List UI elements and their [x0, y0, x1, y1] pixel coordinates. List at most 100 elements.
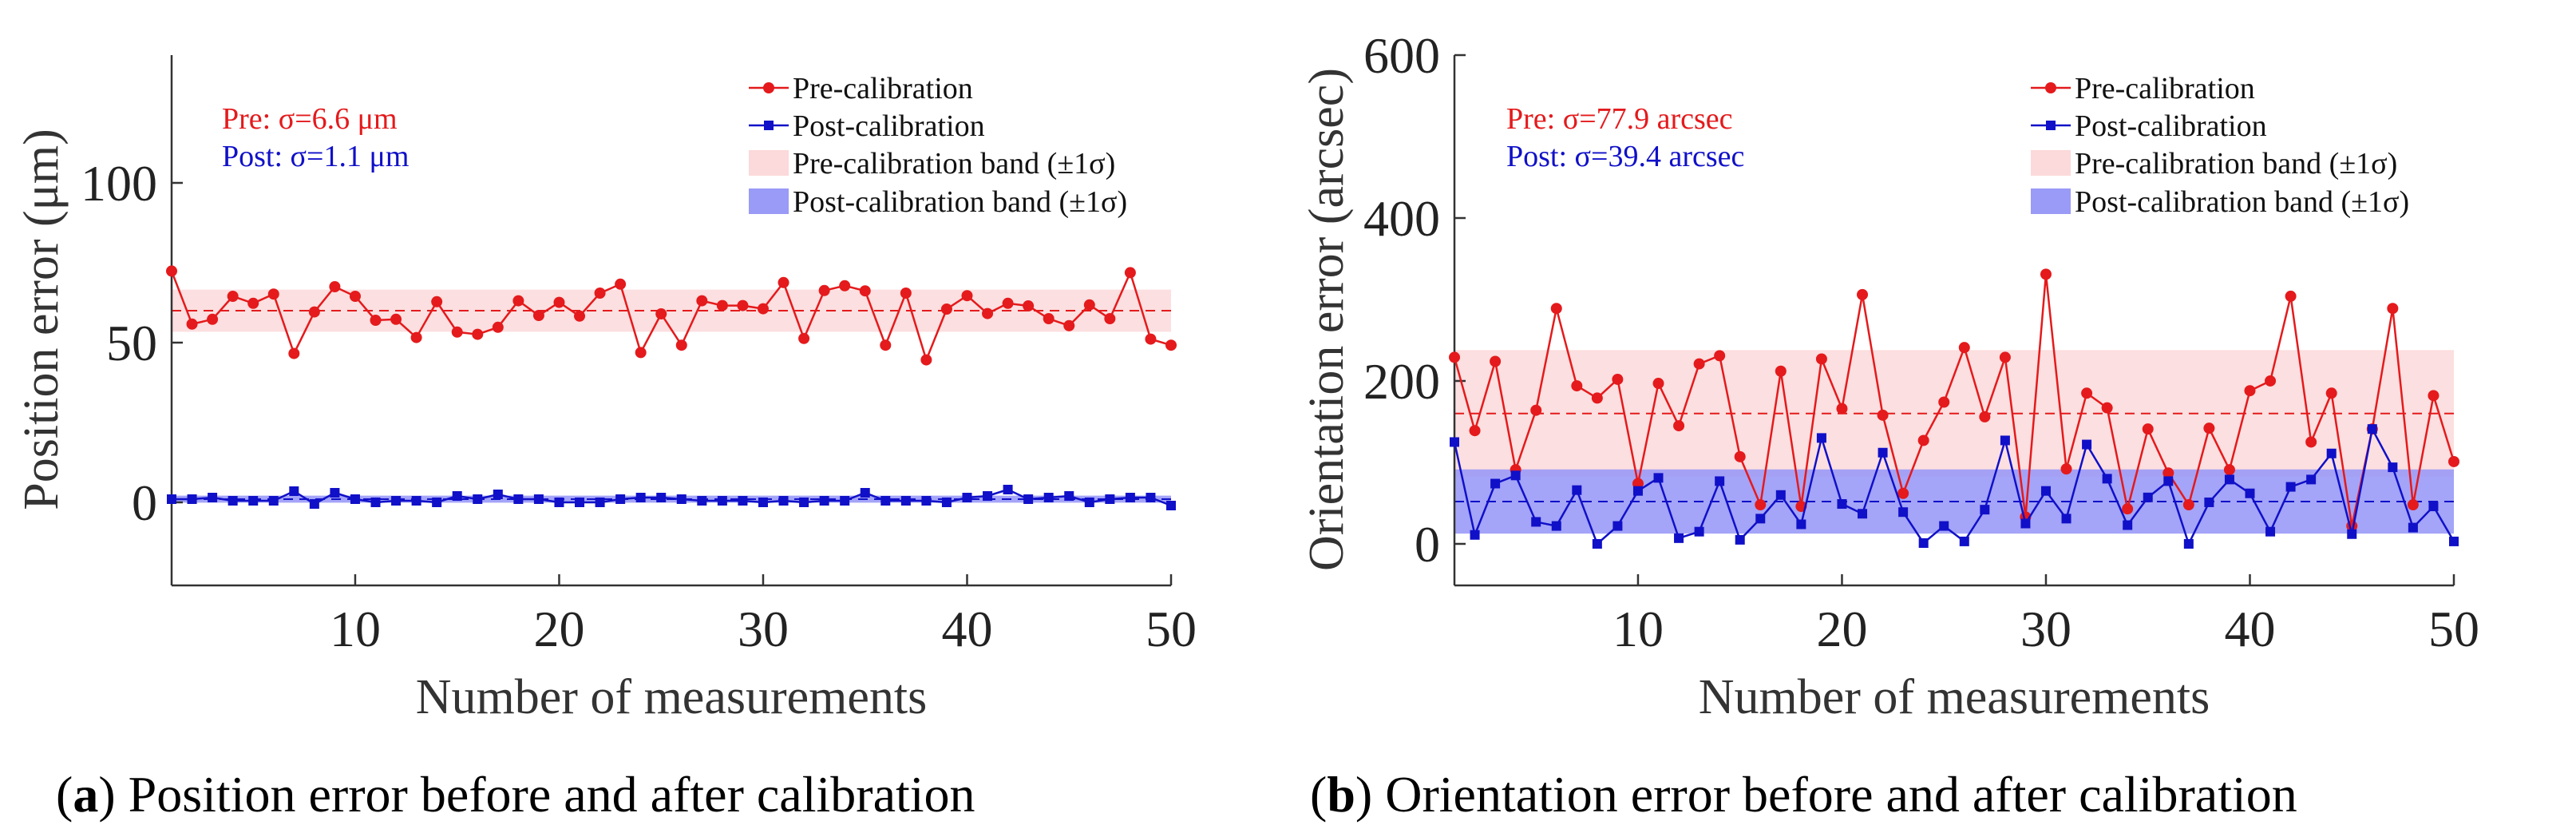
post-sigma-annotation: Post: σ=1.1 μm: [222, 140, 409, 173]
post-calibration-point: [1470, 530, 1480, 540]
pre-calibration-point: [1449, 351, 1460, 363]
pre-calibration-point: [1652, 378, 1664, 390]
legend-entry: Post-calibration: [2075, 109, 2267, 143]
post-calibration-point: [738, 496, 748, 506]
pre-calibration-point: [2305, 436, 2317, 448]
post-calibration-point: [2040, 486, 2051, 496]
post-calibration-point: [941, 498, 952, 507]
x-tick-label: 10: [1612, 601, 1664, 657]
pre-calibration-point: [492, 321, 504, 333]
post-calibration-point: [1715, 476, 1725, 486]
pre-calibration-point: [982, 307, 994, 319]
y-tick-label: 400: [1363, 190, 1440, 247]
pre-calibration-point: [574, 310, 586, 322]
post-calibration-point: [575, 498, 585, 507]
y-tick-label: 200: [1363, 353, 1440, 410]
post-calibration-point: [1775, 490, 1786, 500]
post-calibration-point: [1918, 537, 1929, 548]
pre-calibration-point: [2203, 422, 2215, 434]
x-tick-label: 20: [533, 601, 584, 657]
post-calibration-point: [167, 494, 176, 504]
post-calibration-point: [1878, 447, 1888, 458]
post-calibration-point: [880, 496, 891, 506]
post-calibration-point: [2367, 424, 2377, 434]
pre-calibration-point: [2182, 499, 2194, 511]
legend-entry: Post-calibration band (±1σ): [793, 185, 1127, 219]
pre-calibration-point: [2407, 499, 2419, 511]
pre-calibration-point: [2387, 303, 2399, 315]
post-calibration-point: [1612, 521, 1623, 531]
pre-calibration-point: [1145, 333, 1157, 345]
post-calibration-point: [187, 494, 197, 504]
post-calibration-point: [2265, 526, 2276, 537]
pre-calibration-point: [615, 278, 627, 290]
pre-calibration-point: [655, 308, 667, 319]
pre-calibration-point: [2448, 455, 2459, 467]
pre-calibration-point: [798, 332, 810, 344]
post-calibration-point: [309, 499, 319, 509]
post-calibration-point: [473, 494, 483, 504]
pre-calibration-point: [940, 303, 952, 315]
legend-entry: Pre-calibration band (±1σ): [2075, 147, 2397, 180]
post-calibration-point: [432, 498, 442, 507]
post-calibration-point: [2143, 492, 2153, 502]
post-calibration-point: [2408, 522, 2418, 533]
pre-calibration-point: [166, 265, 177, 277]
post-calibration-point: [1490, 478, 1501, 489]
pre-calibration-point: [1530, 404, 1542, 416]
pre-calibration-point: [2122, 503, 2134, 515]
pre-calibration-point: [2142, 423, 2154, 435]
post-calibration-point: [1572, 485, 1582, 495]
legend-entry: Post-calibration: [793, 109, 985, 143]
post-calibration-point: [554, 498, 564, 507]
pre-calibration-point: [818, 284, 830, 296]
pre-calibration-point: [1612, 373, 1624, 385]
post-calibration-point: [1125, 493, 1135, 502]
post-calibration-point: [1653, 473, 1664, 483]
legend-entry: Post-calibration band (±1σ): [2075, 185, 2409, 219]
post-calibration-point: [2245, 488, 2255, 498]
y-axis-label: Orientation error (arcsec): [1300, 68, 1354, 571]
pre-calibration-point: [1734, 450, 1746, 462]
pre-calibration-point: [1550, 303, 1562, 315]
post-calibration-point: [840, 496, 850, 506]
pre-calibration-point: [2265, 375, 2277, 387]
x-tick-label: 50: [1146, 601, 1197, 657]
y-tick-label: 50: [106, 315, 157, 371]
post-calibration-point: [1858, 509, 1868, 519]
post-calibration-point: [2123, 520, 2133, 530]
post-calibration-point: [1023, 494, 1034, 504]
post-calibration-point: [1939, 521, 1949, 531]
post-calibration-point: [1166, 501, 1176, 510]
pre-calibration-point: [737, 299, 749, 311]
post-calibration-point: [2306, 474, 2317, 485]
caption-text: Orientation error before and after calib…: [1385, 766, 2297, 823]
pre-calibration-point: [1897, 487, 1909, 499]
pre-calibration-point: [532, 310, 544, 321]
post-calibration-point: [2183, 538, 2194, 549]
post-calibration-point: [1816, 433, 1826, 443]
x-tick-label: 40: [941, 601, 992, 657]
post-calibration-point: [370, 498, 381, 507]
pre-calibration-point: [451, 326, 463, 338]
pre-calibration-point: [716, 299, 728, 311]
post-calibration-point: [411, 496, 421, 506]
pre-calibration-point: [594, 288, 606, 299]
pre-calibration-point: [431, 296, 443, 307]
pre-calibration-point: [1857, 288, 1869, 300]
post-calibration-point: [533, 494, 544, 504]
pre-calibration-point: [1836, 403, 1848, 415]
panel-caption: (b) Orientation error before and after c…: [1310, 766, 2297, 823]
pre-calibration-point: [1165, 339, 1177, 351]
y-tick-label: 0: [1415, 516, 1440, 573]
pre-calibration-point: [349, 291, 361, 302]
pre-calibration-point: [859, 285, 871, 297]
pre-calibration-point: [1877, 409, 1889, 421]
pre-calibration-point: [1104, 313, 1116, 324]
y-axis-label: Position error (μm): [14, 129, 69, 510]
y-tick-label: 0: [132, 474, 157, 531]
post-calibration-point: [2204, 497, 2214, 507]
pre-calibration-point: [1023, 300, 1035, 311]
post-calibration-point: [983, 491, 993, 501]
